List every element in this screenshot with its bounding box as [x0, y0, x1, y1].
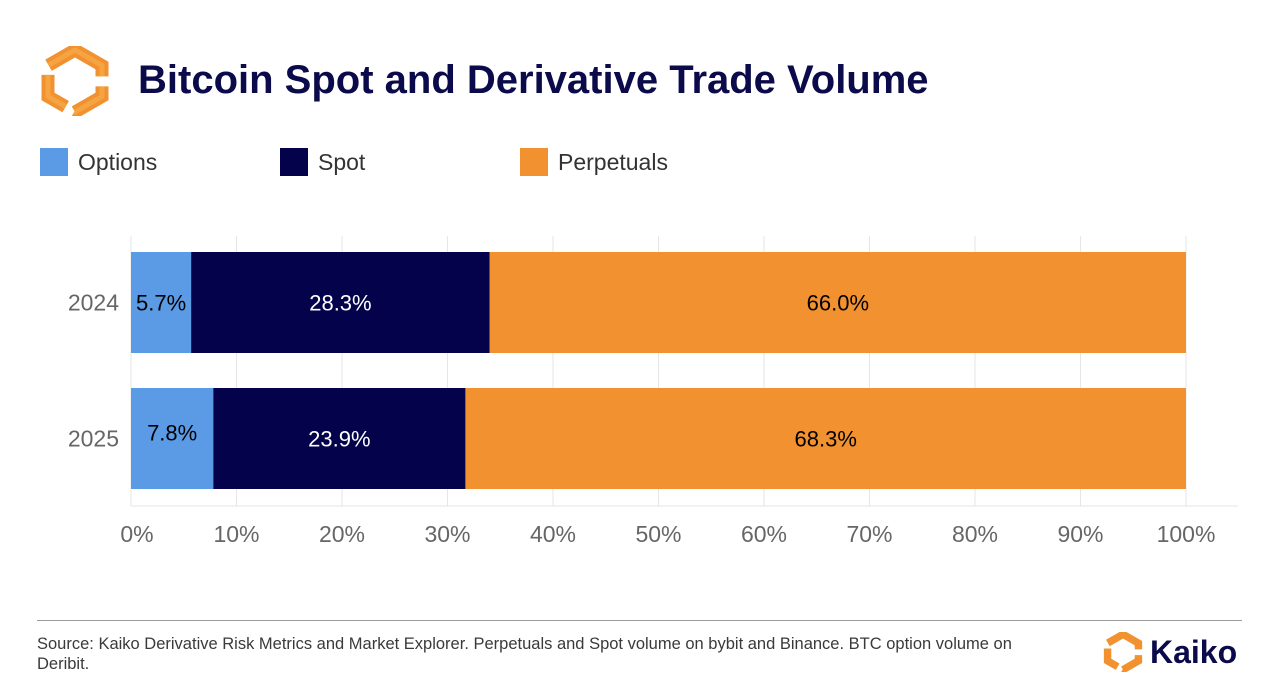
x-tick-label-2: 20%: [319, 521, 365, 547]
x-tick-label-9: 90%: [1057, 521, 1103, 547]
bar-options-2024: [131, 252, 192, 353]
data-label-options-2024: 5.7%: [136, 291, 186, 316]
legend-label-options: Options: [78, 148, 158, 175]
bar-perpetuals-2024: [489, 252, 1186, 353]
data-label-perpetuals-2025: 68.3%: [795, 427, 857, 452]
data-label-spot-2024: 28.3%: [309, 291, 371, 316]
data-label-perpetuals-2024: 66.0%: [807, 291, 869, 316]
legend-item-perpetuals: Perpetuals: [520, 146, 668, 178]
legend-item-spot: Spot: [280, 146, 365, 178]
data-label-options-2025: 7.8%: [147, 421, 197, 446]
chart-title: Bitcoin Spot and Derivative Trade Volume: [138, 58, 929, 102]
x-tick-label-8: 80%: [952, 521, 998, 547]
legend-label-perpetuals: Perpetuals: [558, 148, 668, 175]
y-category-label-2024: 2024: [68, 290, 119, 316]
x-tick-label-7: 70%: [846, 521, 892, 547]
x-tick-label-4: 40%: [530, 521, 576, 547]
bar-options-2025: [131, 388, 214, 489]
y-category-label-2025: 2025: [68, 426, 119, 452]
kaiko-footer-logo-icon: [1103, 632, 1143, 672]
footer-brand: Kaiko: [1150, 634, 1238, 670]
legend-label-spot: Spot: [318, 148, 366, 175]
legend-swatch-options: [40, 148, 68, 176]
x-tick-label-10: 100%: [1157, 521, 1216, 547]
source-note: Source: Kaiko Derivative Risk Metrics an…: [37, 635, 1012, 673]
stacked-bar-chart: 0% 10% 20% 30% 40% 50% 60% 70% 80% 90% 100% 2024 5.7…: [68, 236, 1238, 547]
legend-swatch-spot: [280, 148, 308, 176]
bar-spot-2024: [191, 252, 490, 353]
data-label-spot-2025: 23.9%: [308, 427, 370, 452]
x-tick-label-6: 60%: [741, 521, 787, 547]
x-tick-label-0: 0%: [120, 521, 153, 547]
footer-divider: [37, 620, 1242, 621]
x-tick-label-5: 50%: [635, 521, 681, 547]
x-tick-label-1: 10%: [213, 521, 259, 547]
chart-legend: Options Spot Perpetuals: [40, 146, 940, 178]
x-tick-label-3: 30%: [424, 521, 470, 547]
bar-spot-2025: [213, 388, 466, 489]
bar-perpetuals-2025: [465, 388, 1186, 489]
legend-swatch-perpetuals: [520, 148, 548, 176]
kaiko-logo-icon: [41, 46, 109, 116]
legend-item-options: Options: [40, 146, 157, 178]
